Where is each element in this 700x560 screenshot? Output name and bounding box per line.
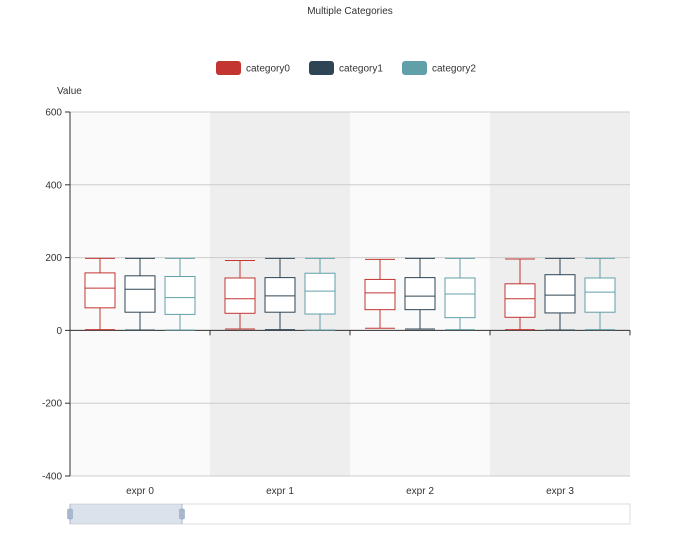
box-iqr	[404, 277, 436, 311]
legend: category0 category1 category2	[216, 61, 476, 75]
box-category1-expr3	[544, 257, 576, 331]
box-category2-expr3	[584, 257, 616, 331]
legend-swatch-category0	[216, 61, 241, 75]
x-tick-label: expr 0	[126, 486, 154, 497]
box-iqr	[364, 278, 396, 311]
box-iqr	[84, 272, 116, 309]
box-iqr	[504, 283, 536, 318]
datazoom-start-handle[interactable]	[67, 508, 73, 520]
y-tick-label: 600	[45, 108, 62, 119]
box-category2-expr1	[304, 257, 336, 331]
datazoom-selection[interactable]	[70, 504, 182, 524]
legend-swatch-category2	[402, 61, 427, 75]
chart-title: Multiple Categories	[307, 6, 393, 17]
box-category1-expr2	[404, 257, 436, 330]
y-tick-label: -200	[42, 399, 62, 410]
box-iqr	[304, 272, 336, 315]
box-category0-expr3	[504, 258, 536, 331]
legend-label-category1: category1	[339, 64, 383, 75]
box-iqr	[264, 277, 296, 313]
box-iqr	[544, 274, 576, 314]
box-category0-expr0	[84, 257, 116, 331]
box-iqr	[164, 276, 196, 315]
box-category0-expr2	[364, 258, 396, 329]
boxes	[84, 257, 616, 331]
box-category1-expr0	[124, 257, 156, 331]
legend-swatch-category1	[309, 61, 334, 75]
box-iqr	[124, 275, 156, 313]
x-tick-label: expr 2	[406, 486, 434, 497]
datazoom-slider[interactable]	[67, 503, 631, 525]
y-tick-label: 200	[45, 253, 62, 264]
box-iqr	[224, 277, 256, 314]
legend-label-category2: category2	[432, 64, 476, 75]
axes: -400 -200 0 200 400 600 expr 0 expr 1 expr 2 expr…	[42, 108, 631, 497]
legend-label-category0: category0	[246, 64, 290, 75]
y-tick-label: -400	[42, 472, 62, 483]
y-tick-label: 400	[45, 180, 62, 191]
y-axis-label: Value	[57, 86, 82, 97]
datazoom-end-handle[interactable]	[179, 508, 185, 520]
y-tick-label: 0	[56, 326, 62, 337]
box-category2-expr2	[444, 257, 476, 331]
x-tick-label: expr 3	[546, 486, 574, 497]
box-iqr	[584, 277, 616, 313]
box-category1-expr1	[264, 257, 296, 331]
box-category2-expr0	[164, 257, 196, 331]
box-category0-expr1	[224, 260, 256, 330]
box-iqr	[444, 277, 476, 319]
x-tick-label: expr 1	[266, 486, 294, 497]
